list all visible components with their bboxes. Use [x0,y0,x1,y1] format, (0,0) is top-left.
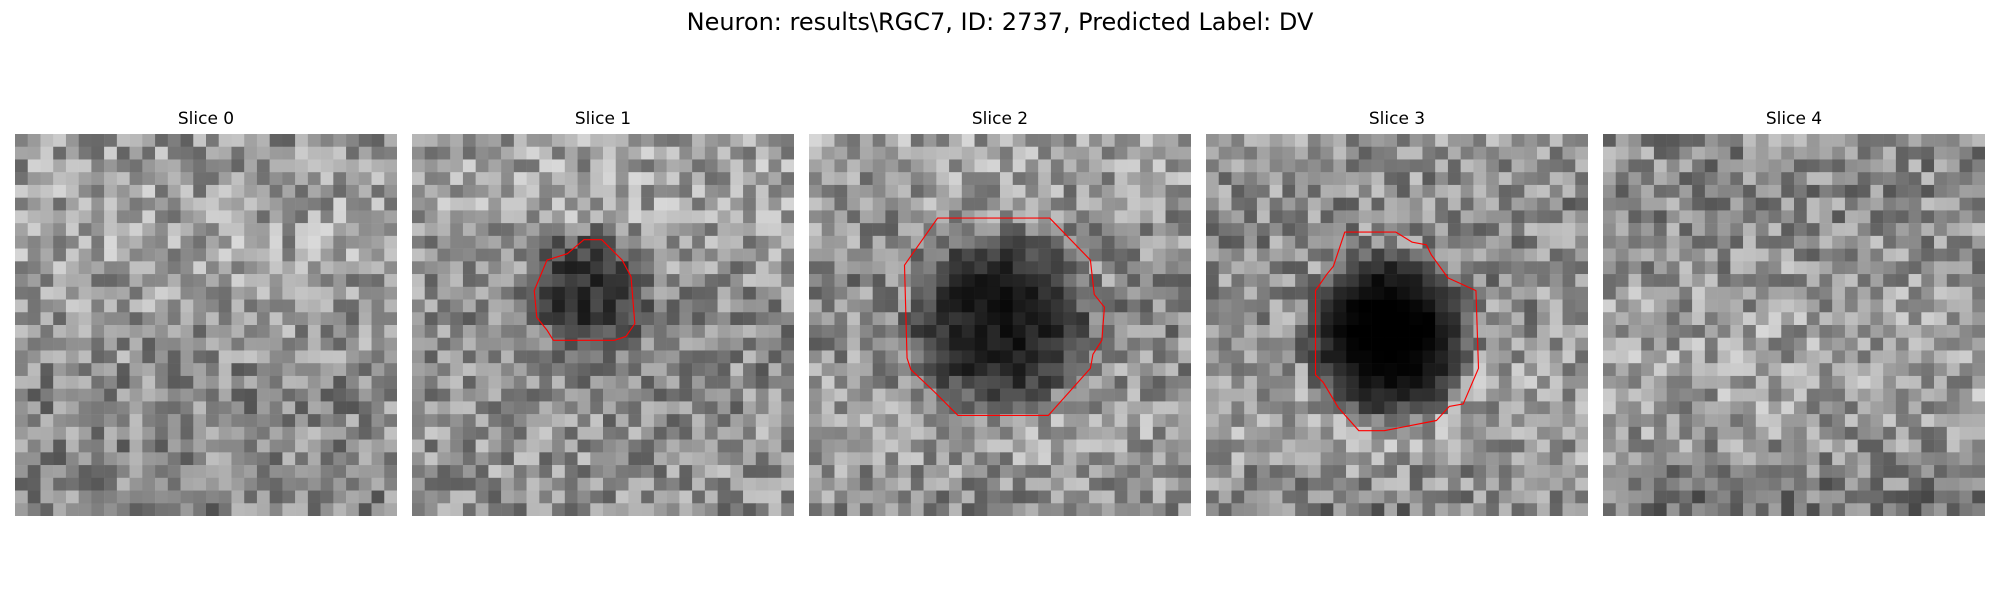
segmentation-contour [534,240,635,341]
figure-title: Neuron: results\RGC7, ID: 2737, Predicte… [686,8,1314,36]
slice-panel-2: Slice 2 [809,108,1191,520]
segmentation-contour [905,218,1105,415]
slice-title: Slice 1 [574,109,632,129]
slice-title: Slice 0 [177,109,235,129]
slice-image [412,134,794,516]
slice-image [15,134,397,516]
slice-title: Slice 4 [1765,109,1823,129]
slice-title: Slice 2 [971,109,1029,129]
segmentation-contour [1316,232,1479,431]
slice-panel-0: Slice 0 [15,108,397,520]
slice-image [1603,134,1985,516]
slice-panel-4: Slice 4 [1603,108,1985,520]
slice-panel-3: Slice 3 [1206,108,1588,520]
slice-title: Slice 3 [1368,109,1426,129]
slice-image [1206,134,1588,516]
slice-image [809,134,1191,516]
slice-panel-1: Slice 1 [412,108,794,520]
